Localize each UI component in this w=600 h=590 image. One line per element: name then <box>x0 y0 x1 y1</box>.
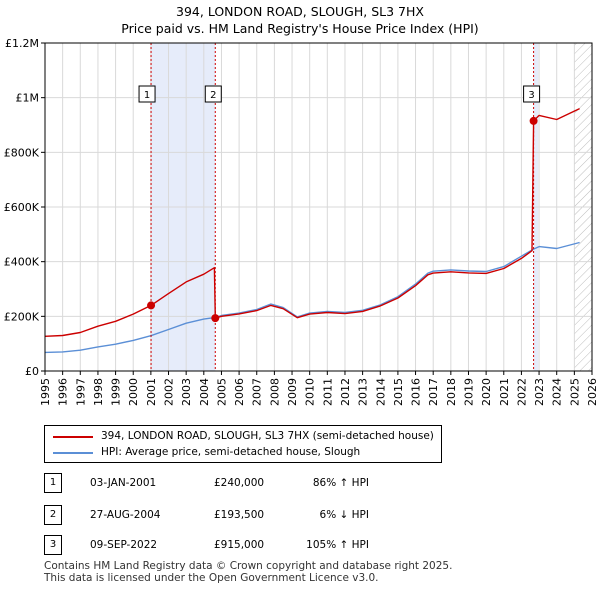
x-tick-label-2021: 2021 <box>498 378 511 406</box>
x-tick-label-2019: 2019 <box>462 378 475 406</box>
footer-copyright: Contains HM Land Registry data © Crown c… <box>44 560 453 572</box>
x-tick-label-1995: 1995 <box>39 378 52 406</box>
x-tick-label-2000: 2000 <box>127 378 140 406</box>
sale-marker-box-1 <box>138 85 156 103</box>
sale-hpi-2: 6% ↓ HPI <box>319 509 369 521</box>
sale-point-3 <box>529 116 538 125</box>
sale-marker-box-3 <box>523 85 541 103</box>
footer-licence: This data is licensed under the Open Gov… <box>44 572 379 584</box>
x-tick-label-2015: 2015 <box>392 378 405 406</box>
x-tick-label-2005: 2005 <box>215 378 228 406</box>
sale-hpi-3: 105% ↑ HPI <box>306 539 369 551</box>
sale-price-3: £915,000 <box>214 539 265 551</box>
price-chart: 1 2 3 £0 £200K £400K £600K £800K £1M £1.2M 1995 19… <box>4 37 599 406</box>
x-tick-label-2001: 2001 <box>145 378 158 406</box>
chart-title: 394, LONDON ROAD, SLOUGH, SL3 7HX <box>176 4 424 19</box>
legend-property-label: 394, LONDON ROAD, SLOUGH, SL3 7HX (semi-… <box>101 430 434 442</box>
sale-marker-box-2 <box>204 85 222 103</box>
x-tick-label-2025: 2025 <box>568 378 581 406</box>
x-tick-label-2014: 2014 <box>374 378 387 406</box>
x-tick-label-2018: 2018 <box>445 378 458 406</box>
x-tick-label-2007: 2007 <box>251 378 264 406</box>
sale-point-2 <box>211 314 220 323</box>
x-tick-label-2012: 2012 <box>339 378 352 406</box>
x-tick-label-2010: 2010 <box>304 378 317 406</box>
sale-date-2: 27-AUG-2004 <box>90 509 161 521</box>
legend-property-line <box>53 436 93 438</box>
x-tick-label-2003: 2003 <box>180 378 193 406</box>
x-tick-label-2002: 2002 <box>163 378 176 406</box>
x-tick-label-2020: 2020 <box>480 378 493 406</box>
legend: 394, LONDON ROAD, SLOUGH, SL3 7HX (semi-… <box>44 425 442 463</box>
x-tick-label-2013: 2013 <box>357 378 370 406</box>
sale-marker-label-1: 1 <box>144 90 150 101</box>
y-tick-label-0: £0 <box>25 365 39 378</box>
x-tick-label-1996: 1996 <box>57 378 70 406</box>
x-tick-label-2016: 2016 <box>410 378 423 406</box>
hpi-line <box>44 241 580 354</box>
sale-date-1: 03-JAN-2001 <box>90 477 157 489</box>
y-tick-label-800000: £800K <box>4 146 40 159</box>
legend-hpi-line <box>53 452 93 454</box>
x-tick-label-2011: 2011 <box>321 378 334 406</box>
x-tick-label-2026: 2026 <box>586 378 599 406</box>
x-tick-label-2009: 2009 <box>286 378 299 406</box>
sale-price-2: £193,500 <box>214 509 265 521</box>
sale-hpi-1: 86% ↑ HPI <box>312 477 369 489</box>
y-tick-label-400000: £400K <box>4 256 40 269</box>
y-tick-label-200000: £200K <box>4 310 40 323</box>
x-tick-label-2017: 2017 <box>427 378 440 406</box>
x-tick-label-2006: 2006 <box>233 378 246 406</box>
x-tick-label-1999: 1999 <box>110 378 123 406</box>
x-tick-label-2008: 2008 <box>268 378 281 406</box>
chart-subtitle: Price paid vs. HM Land Registry's House … <box>121 21 479 36</box>
x-tick-label-2024: 2024 <box>551 378 564 406</box>
x-tick-label-1997: 1997 <box>74 378 87 406</box>
sale-price-1: £240,000 <box>214 477 265 489</box>
sale-point-1 <box>147 301 156 310</box>
x-tick-label-2022: 2022 <box>515 378 528 406</box>
sale-badge-3: 3 <box>44 535 62 555</box>
sale-marker-label-3: 3 <box>528 90 534 101</box>
sale-badge-2: 2 <box>44 505 62 525</box>
property-price-line <box>44 107 580 337</box>
y-tick-label-600000: £600K <box>4 201 40 214</box>
sale-badge-1: 1 <box>44 473 62 493</box>
sale-marker-label-2: 2 <box>210 90 216 101</box>
x-tick-label-2023: 2023 <box>533 378 546 406</box>
y-tick-label-1000000: £1M <box>16 92 40 105</box>
sale-date-3: 09-SEP-2022 <box>90 539 158 551</box>
legend-hpi-label: HPI: Average price, semi-detached house,… <box>101 446 361 458</box>
x-tick-label-1998: 1998 <box>92 378 105 406</box>
x-tick-label-2004: 2004 <box>198 378 211 406</box>
y-tick-label-1200000: £1.2M <box>5 37 39 50</box>
